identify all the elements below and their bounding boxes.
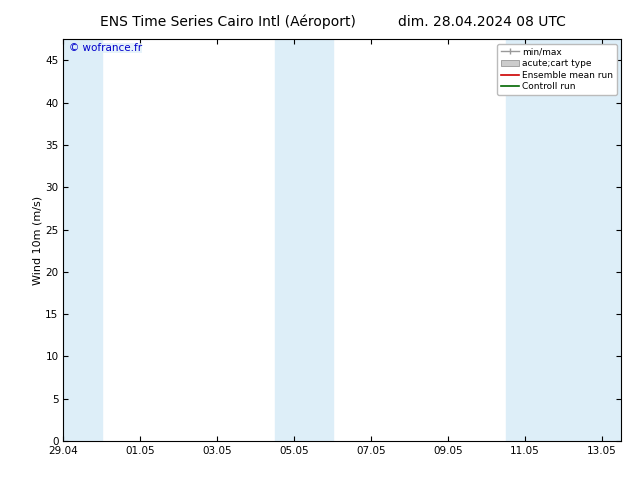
Text: © wofrance.fr: © wofrance.fr <box>69 43 142 53</box>
Bar <box>275 39 333 441</box>
Text: dim. 28.04.2024 08 UTC: dim. 28.04.2024 08 UTC <box>398 15 566 29</box>
Bar <box>506 39 621 441</box>
Text: ENS Time Series Cairo Intl (Aéroport): ENS Time Series Cairo Intl (Aéroport) <box>100 15 356 29</box>
Bar <box>63 39 102 441</box>
Y-axis label: Wind 10m (m/s): Wind 10m (m/s) <box>32 196 42 285</box>
Legend: min/max, acute;cart type, Ensemble mean run, Controll run: min/max, acute;cart type, Ensemble mean … <box>497 44 617 95</box>
